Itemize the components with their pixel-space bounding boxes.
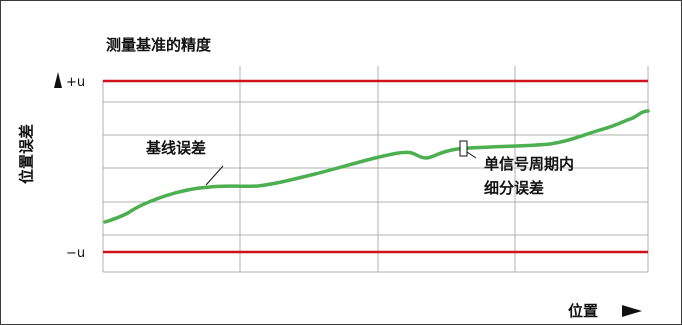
upper-limit-label: +u bbox=[66, 75, 85, 90]
lower-limit-label: −u bbox=[66, 246, 85, 261]
baseline-annotation-leader bbox=[205, 165, 224, 186]
diagram-title: 测量基准的精度 bbox=[106, 36, 212, 54]
subdivision-marker bbox=[459, 140, 468, 157]
error-curve bbox=[103, 109, 650, 224]
x-axis-label: 位置 bbox=[568, 302, 599, 320]
baseline-error-annotation: 基线误差 bbox=[146, 139, 207, 157]
subdivision-error-annotation-line1: 单信号周期内 bbox=[484, 155, 575, 173]
horizontal-grid-lines bbox=[103, 101, 648, 236]
vertical-grid-lines bbox=[239, 66, 649, 272]
y-axis-arrow-icon bbox=[54, 72, 62, 88]
subdivision-annotation-leader bbox=[466, 151, 477, 159]
subdivision-error-annotation-line2: 细分误差 bbox=[484, 179, 545, 197]
x-axis-arrow-icon bbox=[622, 305, 642, 317]
